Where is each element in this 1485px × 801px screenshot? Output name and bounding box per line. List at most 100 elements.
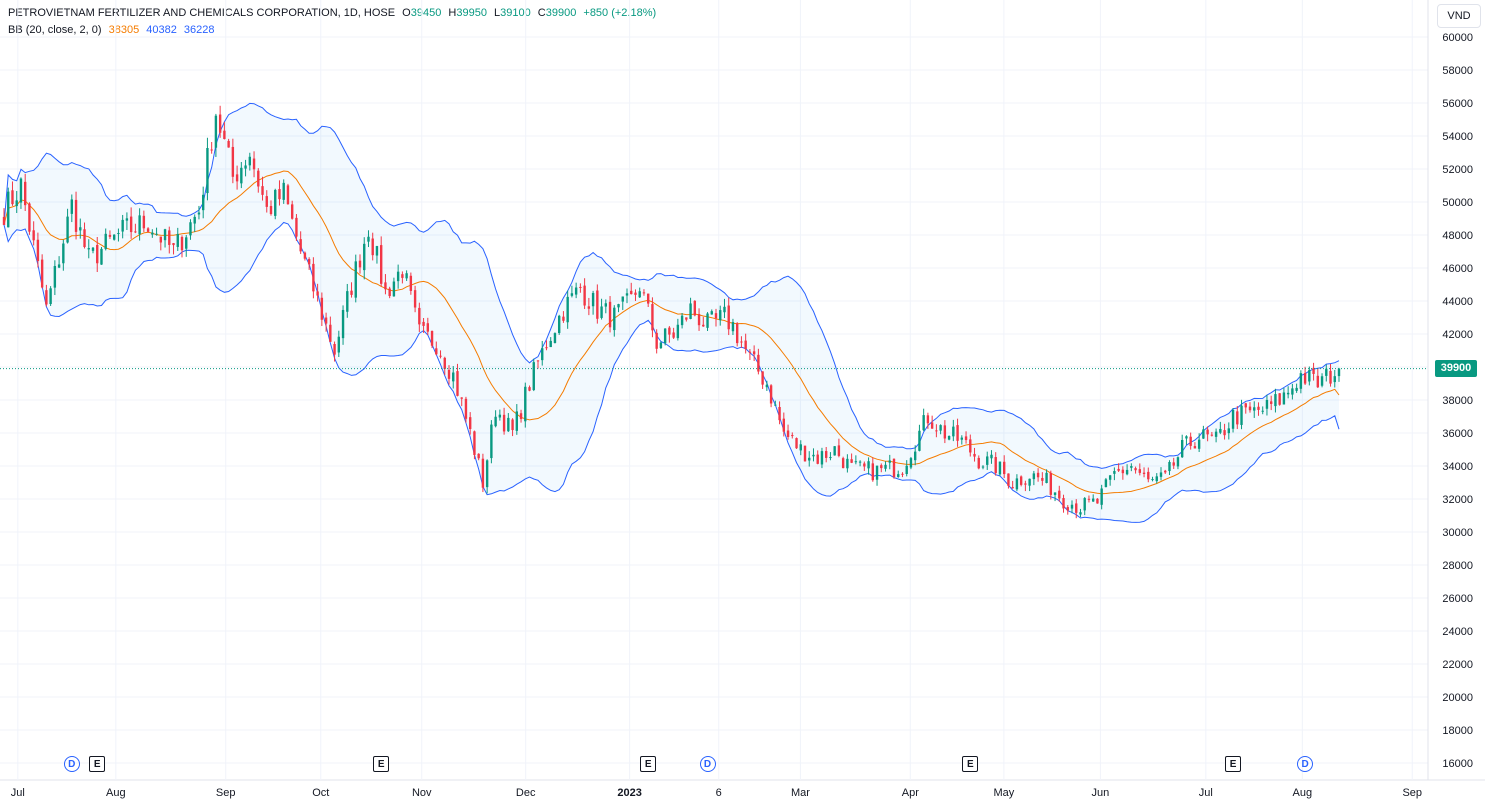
candle xyxy=(617,303,620,313)
candle-body xyxy=(854,461,858,463)
candle xyxy=(1278,393,1281,406)
candle xyxy=(659,341,663,350)
candle xyxy=(206,137,209,201)
candle xyxy=(320,292,324,327)
candle-body xyxy=(1058,490,1061,499)
candle xyxy=(710,309,713,315)
candle-body xyxy=(939,425,942,431)
candle xyxy=(515,404,519,435)
candle-body xyxy=(1312,367,1315,374)
candle xyxy=(1282,387,1286,405)
price-tick-label: 60000 xyxy=(1442,32,1473,44)
earnings-icon[interactable]: E xyxy=(373,756,390,772)
candle xyxy=(642,289,646,296)
candle-body xyxy=(714,313,718,319)
time-tick-label: Jun xyxy=(1092,787,1110,799)
candle xyxy=(151,229,154,238)
symbol-title[interactable]: PETROVIETNAM FERTILIZER AND CHEMICALS CO… xyxy=(8,7,396,19)
candle-body xyxy=(795,438,798,449)
candle xyxy=(104,228,107,251)
candle-body xyxy=(617,304,620,308)
candle xyxy=(418,302,421,332)
candle-body xyxy=(134,231,137,233)
dividend-icon[interactable]: D xyxy=(699,756,716,772)
candle-body xyxy=(888,460,891,463)
candle-body xyxy=(66,216,69,243)
candle-body xyxy=(1015,478,1019,490)
candle xyxy=(1286,386,1290,399)
candle-body xyxy=(574,287,578,295)
indicator-title[interactable]: BB (20, close, 2, 0) xyxy=(8,24,102,36)
candle-body xyxy=(464,398,468,419)
candle xyxy=(401,271,404,284)
price-axis[interactable]: 16000 18000 20000 22000 24000 26000 28000 30000… xyxy=(1442,32,1473,770)
earnings-icon[interactable]: E xyxy=(89,756,106,772)
candle-body xyxy=(579,286,582,288)
candle-body xyxy=(329,324,332,342)
candle-body xyxy=(803,445,807,462)
candle xyxy=(464,396,468,423)
candle-body xyxy=(1227,428,1231,434)
candle xyxy=(28,202,31,235)
candle xyxy=(990,450,993,464)
candle xyxy=(49,286,52,306)
candle-body xyxy=(926,415,930,424)
dividend-icon[interactable]: D xyxy=(1297,756,1314,772)
candle xyxy=(490,420,493,464)
candle-body xyxy=(659,342,663,349)
earnings-icon[interactable]: E xyxy=(962,756,979,772)
candle xyxy=(1091,494,1095,502)
candle-body xyxy=(2,216,6,225)
candle-body xyxy=(837,445,841,456)
earnings-icon[interactable]: E xyxy=(1225,756,1242,772)
candle xyxy=(1134,466,1137,474)
dividend-icon[interactable]: D xyxy=(63,756,80,772)
candle xyxy=(1210,431,1214,437)
open-value: 39450 xyxy=(410,7,442,19)
price-tick-label: 46000 xyxy=(1442,263,1473,275)
candle xyxy=(32,221,35,246)
candle-body xyxy=(210,149,213,151)
earnings-icon[interactable]: E xyxy=(640,756,657,772)
candle-body xyxy=(244,165,247,169)
candle xyxy=(210,142,213,154)
candle-body xyxy=(36,239,40,262)
candle xyxy=(778,401,781,425)
currency-unit-button[interactable]: VND xyxy=(1437,4,1481,28)
candle-body xyxy=(316,291,319,296)
candle xyxy=(1299,370,1303,394)
candle xyxy=(714,308,718,327)
candle-body xyxy=(1248,406,1252,411)
candle-body xyxy=(841,458,845,469)
candle-body xyxy=(303,252,307,259)
candle-body xyxy=(986,456,989,465)
candle-body xyxy=(15,200,18,207)
candle xyxy=(23,173,27,211)
candle xyxy=(918,424,921,452)
candle xyxy=(1015,474,1019,492)
price-tick-label: 30000 xyxy=(1442,527,1473,539)
candle xyxy=(841,456,845,469)
candle-body xyxy=(447,369,451,379)
candle-body xyxy=(235,174,239,182)
candle xyxy=(969,434,972,457)
candle-body xyxy=(782,418,786,432)
candle xyxy=(299,231,302,254)
candle-body xyxy=(435,348,438,355)
candle xyxy=(672,327,675,340)
candle-body xyxy=(146,228,150,232)
time-axis[interactable]: Jul Aug Sep Oct Nov Dec 2023 6 Mar Apr May Jun Jul Au… xyxy=(11,787,1422,799)
candle-body xyxy=(1002,461,1006,475)
candle xyxy=(409,272,413,295)
candle xyxy=(481,453,485,493)
candle xyxy=(613,305,616,337)
candle-body xyxy=(913,451,917,461)
candle xyxy=(1223,423,1226,440)
candle-body xyxy=(223,130,226,140)
candle xyxy=(685,317,688,322)
candle-body xyxy=(70,199,74,214)
candle-body xyxy=(507,417,510,432)
candle xyxy=(70,194,74,223)
candle-body xyxy=(1253,407,1256,411)
